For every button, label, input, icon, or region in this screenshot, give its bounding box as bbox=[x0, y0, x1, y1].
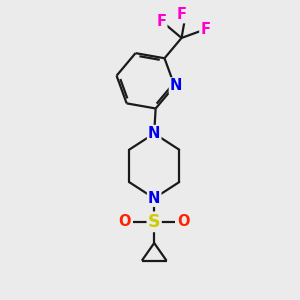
Text: O: O bbox=[118, 214, 131, 229]
Text: N: N bbox=[170, 78, 182, 93]
Text: F: F bbox=[177, 7, 187, 22]
Text: N: N bbox=[148, 126, 161, 141]
Text: O: O bbox=[177, 214, 190, 229]
Text: S: S bbox=[148, 213, 161, 231]
Text: F: F bbox=[200, 22, 210, 37]
Text: N: N bbox=[148, 191, 161, 206]
Text: F: F bbox=[156, 14, 166, 29]
